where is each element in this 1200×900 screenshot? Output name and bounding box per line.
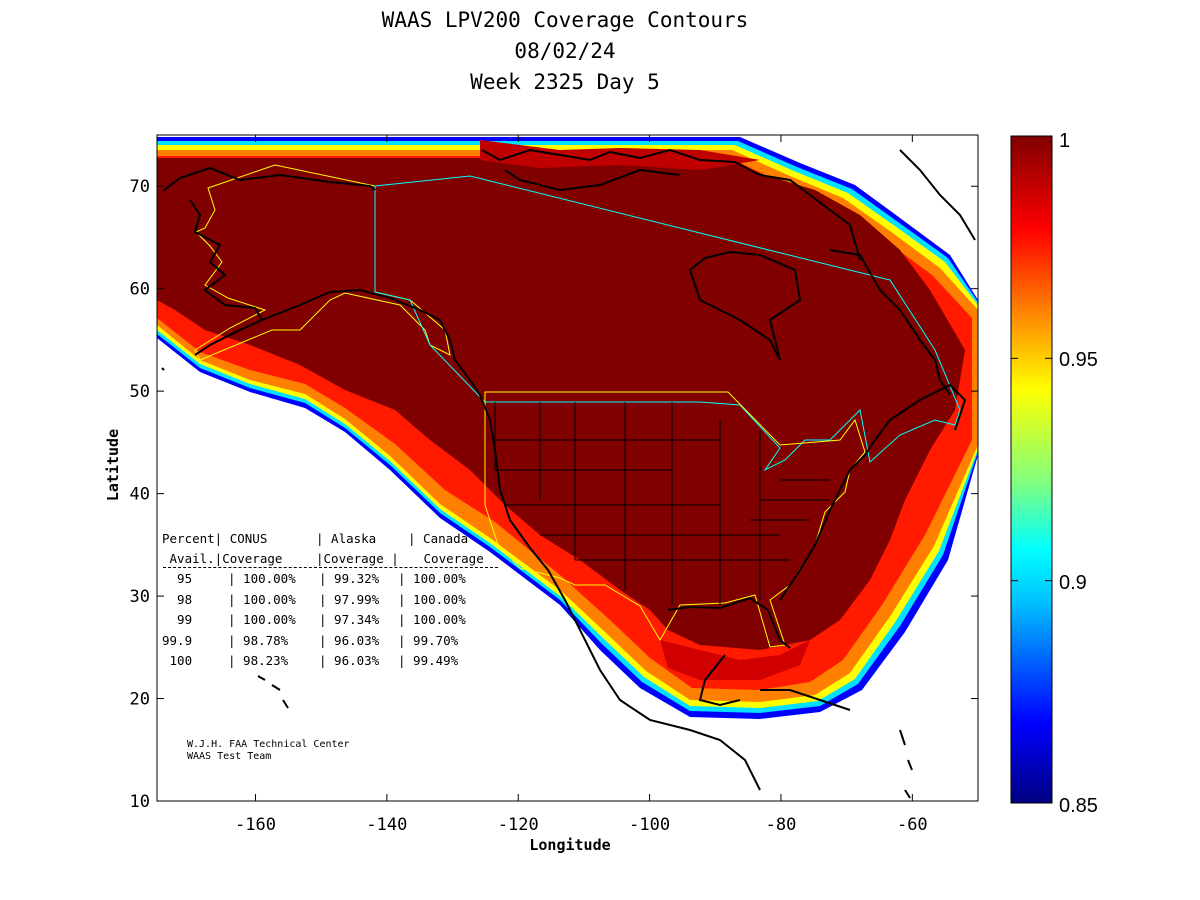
table-cell-conus: | 100.00% xyxy=(228,571,296,586)
x-axis-label: Longitude xyxy=(529,836,611,854)
chart-week-day: Week 2325 Day 5 xyxy=(470,70,660,94)
table-cell-conus: | 98.78% xyxy=(228,632,289,648)
us-state-borders xyxy=(494,402,830,605)
credit-line-1: W.J.H. FAA Technical Center xyxy=(187,739,350,750)
table-cell-conus: | 100.00% xyxy=(228,591,296,607)
table-header-canada-2: Coverage xyxy=(416,551,484,566)
colorbar-label-090: 0.9 xyxy=(1059,572,1087,594)
coastlines xyxy=(162,148,976,791)
colorbar-label-085: 0.85 xyxy=(1059,795,1098,817)
table-cell-alaska: | 96.03% xyxy=(319,632,380,648)
y-tick-label: 40 xyxy=(130,485,150,505)
y-tick-label: 50 xyxy=(130,382,150,402)
islands xyxy=(161,367,913,799)
y-tick-label: 60 xyxy=(130,280,150,300)
table-cell-canada: | 100.00% xyxy=(398,571,466,586)
credit-line-2: WAAS Test Team xyxy=(187,751,272,762)
y-tick-label: 20 xyxy=(130,690,150,710)
table-cell-alaska: | 96.03% xyxy=(319,653,380,668)
table-header-row-1: Percent| CONUS xyxy=(162,531,268,546)
table-cell-canada: | 100.00% xyxy=(398,591,466,607)
table-cell-alaska: | 97.99% xyxy=(319,591,380,607)
table-header-canada: | Canada xyxy=(408,531,469,546)
y-tick-label: 30 xyxy=(130,587,150,607)
x-tick-label: -120 xyxy=(498,815,539,835)
chart-title: WAAS LPV200 Coverage Contours xyxy=(381,8,749,32)
x-tick-label: -60 xyxy=(897,815,928,835)
table-cell-canada: | 99.70% xyxy=(398,632,459,648)
colorbar-label-095: 0.95 xyxy=(1059,349,1098,371)
contour-patch-south xyxy=(660,640,810,680)
y-axis-label: Latitude xyxy=(104,428,123,502)
y-tick-label: 70 xyxy=(130,177,150,197)
colorbar-label-1: 1 xyxy=(1059,130,1071,152)
x-axis-ticks: -160 -140 -120 -100 -80 -60 xyxy=(235,135,928,835)
colorbar xyxy=(1010,135,1053,804)
conus-region-boundary xyxy=(484,391,866,648)
contour-band-max xyxy=(157,158,965,650)
x-tick-label: -100 xyxy=(629,815,670,835)
table-cell-alaska: | 97.34% xyxy=(319,612,380,627)
table-cell-conus: | 98.23% xyxy=(228,653,289,668)
table-header-row-2: Avail.|Coverage xyxy=(162,551,283,566)
chart-date: 08/02/24 xyxy=(514,39,616,63)
y-tick-label: 10 xyxy=(130,792,150,812)
x-tick-label: -140 xyxy=(366,815,407,835)
table-cell-percent: 99 xyxy=(162,612,215,627)
colorbar-ticks xyxy=(1011,135,1052,804)
alaska-region-boundary xyxy=(194,164,451,361)
table-cell-canada: | 100.00% xyxy=(398,612,466,627)
table-cell-percent: 95 xyxy=(162,571,215,586)
table-header-alaska-2: |Coverage | xyxy=(316,551,399,566)
coverage-contours xyxy=(157,137,978,799)
canada-region-boundary xyxy=(374,175,961,472)
table-cell-canada: | 99.49% xyxy=(398,653,459,668)
table-cell-alaska: | 99.32% xyxy=(319,571,380,586)
x-tick-label: -160 xyxy=(235,815,276,835)
table-cell-percent: 98 xyxy=(162,591,215,607)
table-header-alaska: | Alaska xyxy=(316,531,377,546)
table-separator xyxy=(163,567,498,568)
table-cell-percent: 99.9 xyxy=(162,632,215,648)
plot-frame xyxy=(156,134,979,802)
table-cell-percent: 100 xyxy=(162,653,215,668)
x-tick-label: -80 xyxy=(766,815,797,835)
y-axis-ticks: 10 20 30 40 50 60 70 xyxy=(130,177,978,812)
table-cell-conus: | 100.00% xyxy=(228,612,296,627)
